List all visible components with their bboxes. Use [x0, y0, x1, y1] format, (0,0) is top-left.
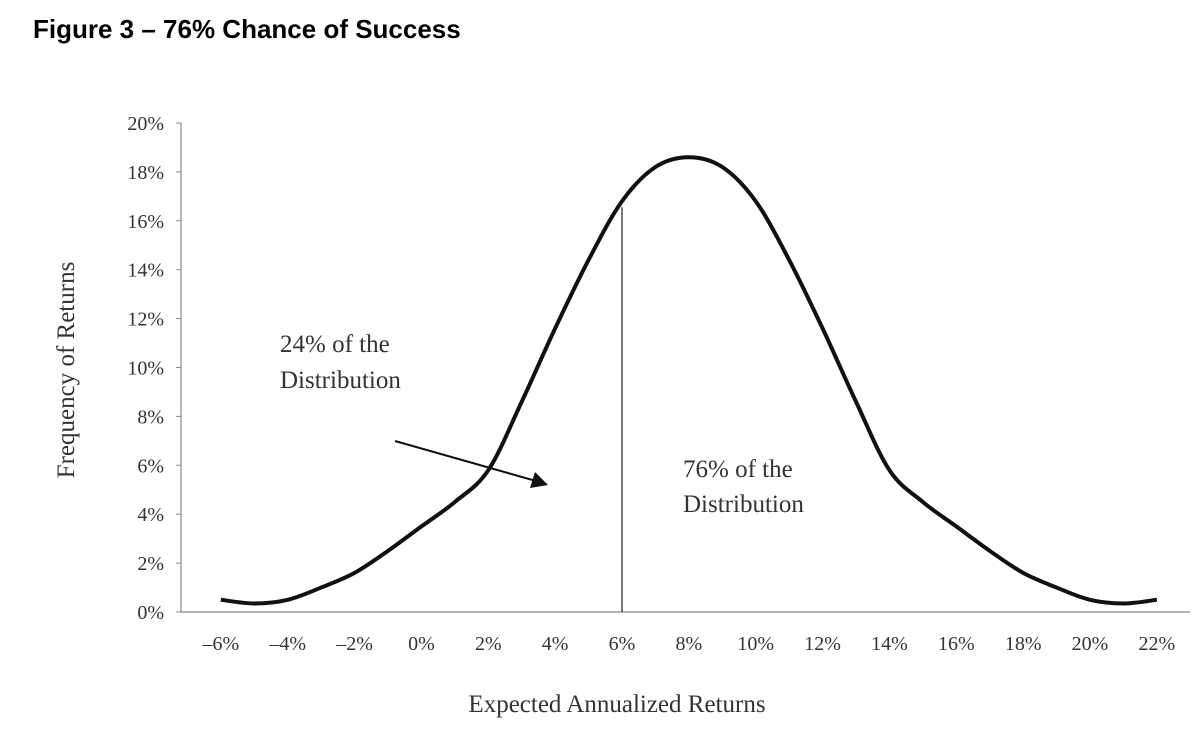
- y-tick-label: 20%: [127, 113, 164, 135]
- y-tick-label: 0%: [137, 602, 164, 624]
- y-tick-label: 2%: [137, 553, 164, 575]
- y-tick-label: 4%: [137, 504, 164, 526]
- y-tick-label: 18%: [127, 162, 164, 184]
- x-tick-label: –2%: [335, 633, 373, 655]
- annotation-right-1: 76% of the: [683, 456, 793, 483]
- y-tick-label: 16%: [127, 211, 164, 233]
- x-tick-label: 16%: [938, 633, 975, 655]
- x-tick-label: 10%: [737, 633, 774, 655]
- y-tick-label: 6%: [137, 455, 164, 477]
- y-axis-label: Frequency of Returns: [53, 262, 80, 479]
- y-tick-label: 10%: [127, 358, 164, 380]
- x-tick-label: 20%: [1072, 633, 1109, 655]
- x-tick-label: –6%: [202, 633, 240, 655]
- annotation-arrow: [394, 440, 537, 482]
- x-tick-label: 14%: [871, 633, 908, 655]
- x-axis-label: Expected Annualized Returns: [468, 691, 765, 718]
- y-tick-label: 12%: [127, 309, 164, 331]
- x-tick-label: 8%: [676, 633, 703, 655]
- x-tick-label: 6%: [609, 633, 636, 655]
- annotation-left-2: Distribution: [280, 367, 401, 394]
- annotation-right-2: Distribution: [683, 491, 804, 518]
- x-tick-label: 2%: [475, 633, 502, 655]
- y-tick-label: 14%: [127, 260, 164, 282]
- annotation-left-1: 24% of the: [280, 331, 390, 358]
- x-tick-label: 18%: [1005, 633, 1042, 655]
- x-tick-label: 0%: [408, 633, 435, 655]
- arrow-head-icon: [530, 472, 548, 488]
- x-tick-label: 22%: [1139, 633, 1176, 655]
- figure-title: Figure 3 – 76% Chance of Success: [33, 14, 461, 44]
- distribution-curve: [220, 155, 1158, 606]
- x-tick-label: 12%: [804, 633, 841, 655]
- y-tick-label: 8%: [137, 406, 164, 428]
- x-tick-label: –4%: [268, 633, 306, 655]
- x-tick-label: 4%: [542, 633, 569, 655]
